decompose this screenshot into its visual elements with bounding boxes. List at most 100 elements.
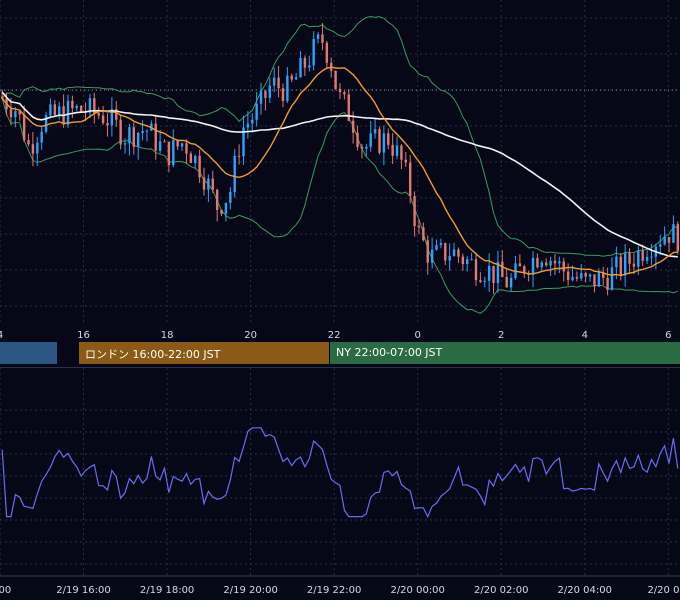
candle-body: [237, 155, 241, 157]
candle-body: [470, 259, 473, 261]
candle-body: [382, 133, 386, 153]
candle-body: [615, 256, 618, 268]
candle-body: [71, 100, 74, 109]
candle-body: [549, 260, 552, 266]
candle-body: [588, 274, 592, 277]
rsi-x-tick-label: 2/19 18:00: [140, 585, 194, 596]
candle-body: [220, 209, 223, 214]
candle-body: [172, 140, 175, 166]
candle-body: [277, 77, 280, 89]
candle-body: [180, 143, 184, 147]
candle-body: [619, 256, 622, 276]
candle-body: [650, 256, 653, 258]
candle-body: [448, 255, 451, 261]
candle-body: [373, 129, 377, 134]
candle-body: [417, 226, 421, 228]
candle-body: [141, 131, 144, 133]
candle-body: [128, 127, 131, 144]
candle-body: [290, 75, 293, 80]
candle-body: [123, 143, 127, 145]
candle-body: [115, 109, 118, 120]
rsi-chart[interactable]: 4:00 2/19 16:00 2/19 18:00 2/19 20:00 2/19 2…: [0, 368, 680, 600]
candle-body: [110, 109, 114, 126]
candle-body: [387, 133, 390, 145]
candle-body: [66, 100, 70, 125]
candle-body: [185, 143, 188, 154]
candle-body: [413, 196, 416, 227]
candle-body: [466, 259, 469, 265]
candle-body: [58, 106, 61, 115]
candle-body: [606, 277, 609, 290]
candle-body: [132, 127, 136, 147]
candle-body: [299, 57, 302, 78]
candle-body: [338, 88, 342, 93]
candle-body: [378, 129, 381, 153]
session-ny: NY 22:00-07:00 JST: [330, 342, 680, 364]
candle-body: [215, 189, 219, 210]
ma-long-line: [1, 91, 678, 258]
candle-body: [369, 133, 372, 147]
candle-body: [251, 119, 254, 124]
candle-body: [119, 119, 122, 145]
candle-body: [106, 123, 109, 126]
x-tick-label: 18: [161, 330, 174, 340]
candle-body: [176, 140, 179, 147]
candle-body: [53, 104, 57, 115]
candle-body: [474, 259, 478, 281]
candle-body: [308, 65, 311, 68]
candle-body: [356, 132, 359, 147]
candle-body: [136, 132, 140, 147]
candle-body: [623, 253, 627, 276]
rsi-x-tick-label: 2/20 02:00: [474, 585, 528, 596]
x-tick-label: 4: [0, 330, 3, 340]
rsi-x-tick-label: 2/19 20:00: [223, 585, 277, 596]
candle-body: [163, 141, 166, 143]
candle-body: [479, 280, 482, 282]
candle-body: [316, 34, 320, 39]
candle-body: [667, 236, 671, 243]
session-ny-label: NY 22:00-07:00 JST: [336, 346, 443, 359]
candle-body: [325, 42, 329, 63]
rsi-x-tick-label: 2/20 04:00: [558, 585, 612, 596]
candle-body: [501, 261, 504, 277]
candle-body: [637, 250, 640, 267]
candle-body: [575, 276, 579, 279]
candle-body: [145, 130, 149, 132]
candle-body: [400, 145, 403, 160]
session-london: ロンドン 16:00-22:00 JST: [79, 342, 329, 364]
panel-divider: [0, 367, 680, 368]
ma-short-line: [1, 66, 678, 277]
candle-body: [14, 111, 17, 118]
candle-body: [44, 115, 48, 132]
x-tick-label: 20: [244, 330, 257, 340]
rsi-x-tick-label: 2/20 06:: [647, 585, 680, 596]
candle-body: [294, 77, 298, 80]
x-tick-label: 16: [77, 330, 90, 340]
candle-body: [444, 243, 447, 261]
candle-body: [645, 256, 649, 261]
candle-body: [360, 146, 364, 149]
candle-body: [259, 91, 263, 104]
x-tick-label: 0: [415, 330, 421, 340]
candle-body: [351, 120, 355, 133]
candle-body: [544, 262, 548, 266]
candle-body: [496, 261, 500, 284]
session-bar: ロンドン 16:00-22:00 JST NY 22:00-07:00 JST: [0, 342, 680, 364]
candle-body: [509, 277, 513, 288]
candle-body: [22, 114, 26, 141]
candle-body: [88, 98, 92, 113]
candle-body: [408, 162, 412, 197]
candle-body: [536, 257, 539, 268]
candle-body: [365, 146, 368, 149]
rsi-x-tick-label: 2/19 16:00: [56, 585, 110, 596]
candle-body: [558, 261, 561, 264]
candle-body: [487, 265, 491, 281]
candle-body: [597, 272, 601, 287]
candle-body: [198, 155, 201, 178]
price-chart[interactable]: 4 16 18 20 22 0 2 4 6: [0, 0, 680, 340]
x-tick-label: 6: [665, 330, 671, 340]
candle-body: [483, 280, 486, 282]
candle-body: [347, 94, 350, 121]
candle-body: [430, 249, 434, 263]
candle-body: [158, 141, 162, 151]
